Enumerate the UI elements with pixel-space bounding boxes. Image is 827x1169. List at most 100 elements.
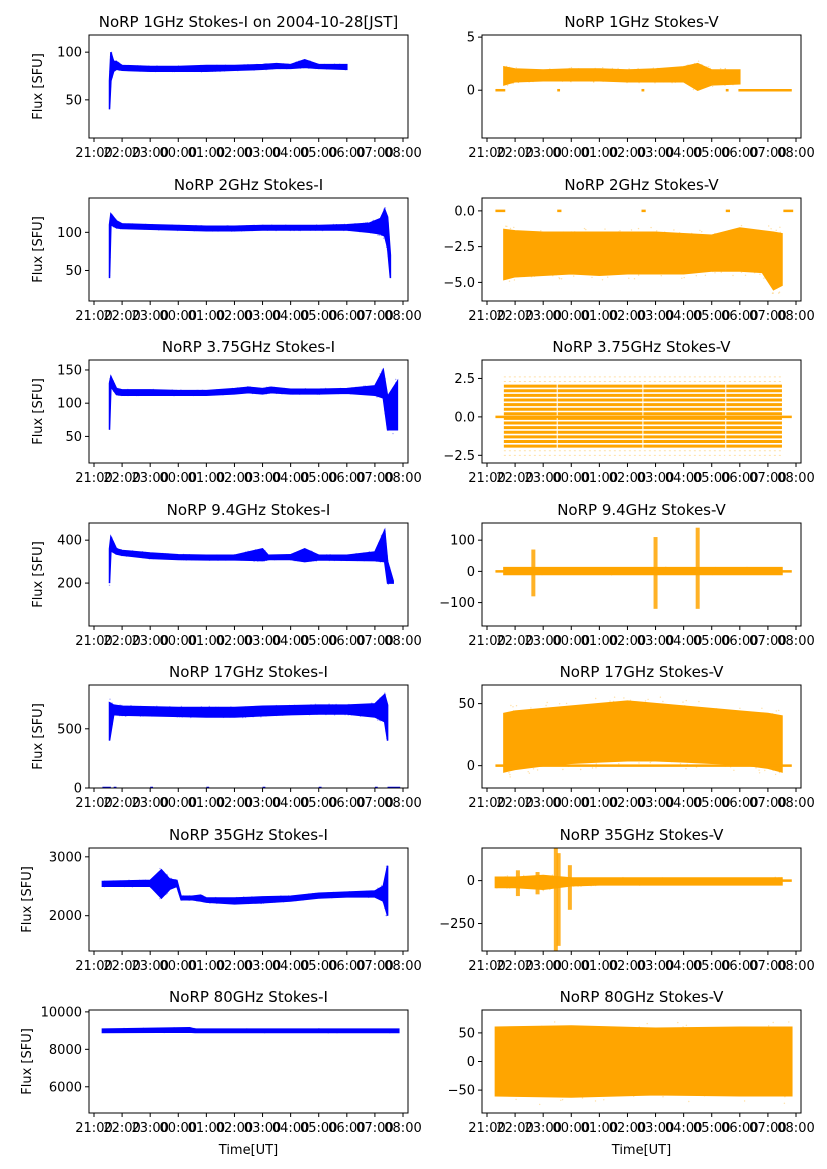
data-point: [109, 214, 112, 217]
data-point: [208, 705, 210, 708]
x-tick-label: 01:00: [188, 146, 225, 161]
x-tick-label: 04:00: [665, 309, 702, 324]
data-point: [594, 67, 596, 70]
data-point: [176, 885, 178, 887]
y-tick-label: −50: [448, 1084, 475, 1099]
data-point: [302, 59, 304, 61]
data-point: [508, 66, 511, 69]
data-point: [256, 63, 258, 66]
data-point: [295, 560, 297, 562]
data-point: [308, 893, 310, 895]
data-point: [562, 231, 565, 233]
chart-title: NoRP 2GHz Stokes-I: [174, 176, 323, 194]
data-point: [364, 385, 366, 387]
data-point: [758, 229, 760, 231]
data-point: [551, 874, 554, 876]
data-point: [316, 713, 318, 715]
data-point: [148, 558, 150, 560]
y-tick-label: 10000: [41, 1005, 82, 1020]
axes-frame: [88, 34, 409, 139]
y-tick-label: 8000: [49, 1043, 82, 1058]
data-point: [192, 394, 195, 397]
data-point: [149, 886, 152, 888]
data-point: [315, 560, 317, 562]
plot-area: [495, 696, 792, 778]
data-point: [691, 232, 693, 235]
data-point: [339, 387, 341, 390]
chart-title: NoRP 35GHz Stokes-I: [169, 826, 328, 844]
data-point: [580, 768, 582, 771]
data-point: [595, 697, 597, 700]
data-point: [318, 554, 320, 556]
chart-title: NoRP 1GHz Stokes-I on 2004-10-28[JST]: [99, 13, 399, 31]
data-point: [246, 1028, 248, 1030]
data-point: [328, 703, 330, 705]
data-point: [383, 409, 386, 411]
data-point: [202, 894, 204, 897]
x-tick-label: 07:00: [749, 309, 786, 324]
data-point: [157, 871, 160, 873]
data-point: [693, 62, 696, 65]
data-point: [231, 230, 233, 232]
data-point: [108, 380, 111, 383]
data-point: [590, 885, 592, 887]
data-point: [200, 64, 202, 67]
data-point: [119, 388, 121, 390]
data-point: [516, 276, 518, 278]
data-point: [708, 66, 710, 68]
data-point: [682, 701, 684, 703]
data-point: [372, 220, 374, 222]
data-point: [347, 714, 349, 716]
data-point: [208, 902, 211, 904]
data-point: [328, 559, 330, 562]
data-point: [602, 67, 604, 69]
data-point: [163, 871, 165, 873]
x-tick-label: 23:00: [131, 309, 168, 324]
x-tick-label: 23:00: [524, 146, 561, 161]
data-point: [512, 706, 514, 708]
data-point: [654, 82, 656, 84]
data-point: [217, 559, 219, 561]
data-point: [178, 886, 180, 889]
data-point: [758, 769, 760, 771]
data-point: [260, 902, 262, 904]
data-point: [111, 213, 113, 216]
data-point: [511, 82, 513, 84]
x-tick-label: 05:00: [300, 634, 337, 649]
data-point: [541, 573, 543, 576]
x-tick-label: 06:00: [721, 1121, 758, 1136]
data-point: [386, 246, 388, 249]
data-point: [644, 700, 647, 702]
data-point: [120, 227, 122, 230]
data-point: [343, 223, 346, 225]
data-point: [378, 542, 380, 544]
data-point: [331, 704, 334, 706]
data-point: [380, 885, 383, 888]
data-point: [139, 70, 141, 72]
data-band: [494, 1025, 793, 1098]
data-point: [144, 879, 147, 881]
x-tick-label: 08:00: [384, 309, 421, 324]
data-point: [385, 867, 388, 870]
data-point: [147, 224, 150, 226]
y-tick-label: 500: [57, 722, 82, 737]
x-tick-label: 02:00: [609, 471, 646, 486]
data-point: [216, 389, 218, 391]
data-point: [671, 82, 673, 84]
data-point: [704, 274, 707, 276]
x-tick-label: 23:00: [524, 471, 561, 486]
data-point: [778, 771, 781, 774]
data-point: [714, 232, 716, 235]
data-point: [288, 704, 291, 707]
data-point: [332, 223, 335, 226]
data-point: [201, 225, 203, 227]
data-point: [153, 706, 155, 708]
data-point: [504, 876, 506, 878]
data-point: [216, 902, 218, 905]
data-point: [204, 901, 206, 903]
data-point: [138, 70, 140, 72]
data-point: [236, 387, 239, 389]
data-point: [715, 708, 718, 710]
data-point: [581, 1097, 584, 1099]
plot-area: [494, 848, 792, 951]
